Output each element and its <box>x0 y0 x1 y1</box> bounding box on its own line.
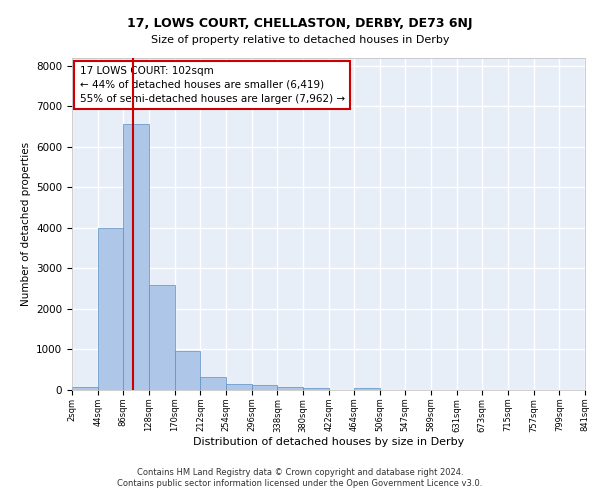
Text: Contains HM Land Registry data © Crown copyright and database right 2024.
Contai: Contains HM Land Registry data © Crown c… <box>118 468 482 487</box>
Bar <box>72 387 98 390</box>
Bar <box>226 384 252 390</box>
Text: Size of property relative to detached houses in Derby: Size of property relative to detached ho… <box>151 35 449 45</box>
Bar <box>200 377 226 390</box>
Bar <box>252 384 277 390</box>
Y-axis label: Number of detached properties: Number of detached properties <box>20 142 31 306</box>
Text: 17 LOWS COURT: 102sqm
← 44% of detached houses are smaller (6,419)
55% of semi-d: 17 LOWS COURT: 102sqm ← 44% of detached … <box>80 66 345 104</box>
X-axis label: Distribution of detached houses by size in Derby: Distribution of detached houses by size … <box>193 437 464 447</box>
Bar <box>98 228 124 390</box>
Bar <box>355 388 380 390</box>
Bar <box>303 388 329 390</box>
Text: 17, LOWS COURT, CHELLASTON, DERBY, DE73 6NJ: 17, LOWS COURT, CHELLASTON, DERBY, DE73 … <box>127 18 473 30</box>
Bar <box>175 352 200 390</box>
Bar <box>149 284 175 390</box>
Bar <box>277 387 303 390</box>
Bar <box>124 124 149 390</box>
